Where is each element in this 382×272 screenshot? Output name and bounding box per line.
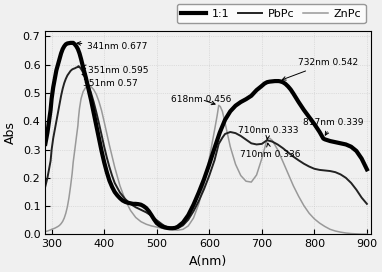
ZnPc [359,233,364,236]
1:1 [191,203,196,206]
PbPc [233,131,238,135]
Text: 710nm 0.333: 710nm 0.333 [238,126,299,139]
PbPc [76,64,81,68]
Y-axis label: Abs: Abs [4,121,17,144]
Line: ZnPc: ZnPc [45,86,367,234]
1:1 [68,41,73,45]
PbPc [62,81,66,85]
1:1 [364,168,369,171]
Text: 817nm 0.339: 817nm 0.339 [303,118,363,135]
Line: PbPc: PbPc [45,66,367,229]
ZnPc [43,230,48,233]
PbPc [89,91,93,95]
ZnPc [364,233,369,236]
ZnPc [81,90,86,93]
Legend: 1:1, PbPc, ZnPc: 1:1, PbPc, ZnPc [177,4,366,23]
1:1 [48,108,53,112]
PbPc [364,202,369,205]
ZnPc [79,97,83,100]
ZnPc [47,229,51,232]
1:1 [168,227,172,230]
ZnPc [202,183,206,186]
PbPc [170,227,175,230]
PbPc [296,159,301,162]
1:1 [249,94,254,97]
Text: 351nm 0.57: 351nm 0.57 [82,74,138,88]
1:1 [43,142,48,146]
Text: 618nm 0.456: 618nm 0.456 [172,95,232,105]
Line: 1:1: 1:1 [45,43,367,228]
Text: 341nm 0.677: 341nm 0.677 [77,42,148,51]
1:1 [307,115,311,119]
ZnPc [270,139,275,142]
ZnPc [160,227,164,230]
Text: 351nm 0.595: 351nm 0.595 [82,65,149,75]
PbPc [307,165,311,168]
Text: 710nm 0.336: 710nm 0.336 [240,143,300,159]
1:1 [228,110,233,113]
PbPc [354,188,359,191]
PbPc [43,185,48,188]
1:1 [196,191,201,194]
X-axis label: A(nm): A(nm) [189,255,227,268]
Text: 732nm 0.542: 732nm 0.542 [282,58,358,80]
ZnPc [86,84,91,88]
